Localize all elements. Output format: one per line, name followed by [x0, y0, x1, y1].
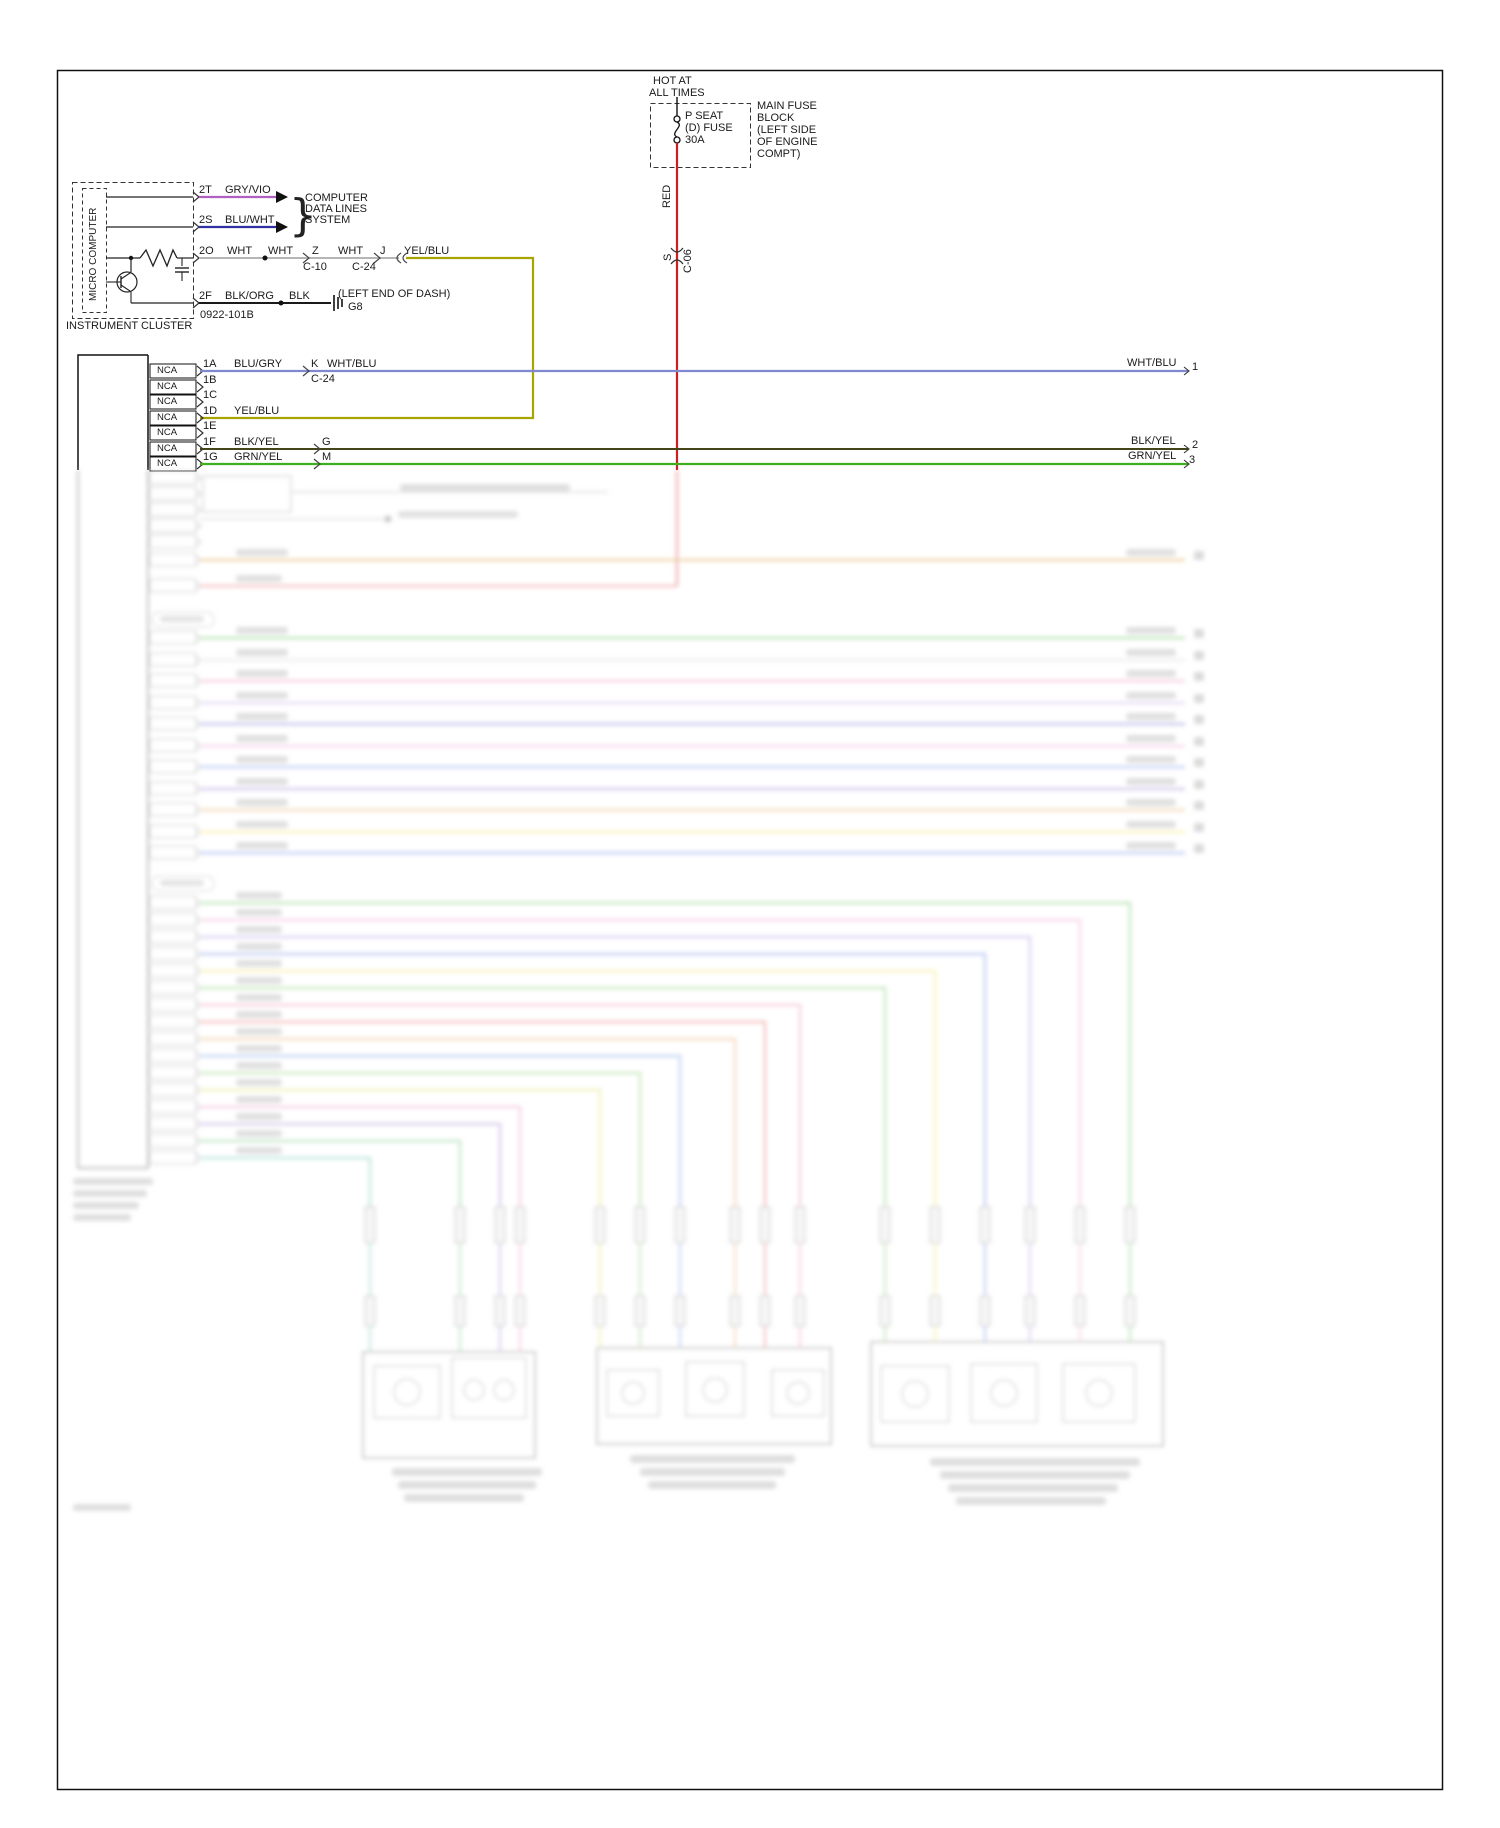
splice-dot	[262, 255, 268, 261]
pin-2f-label: 2F	[199, 290, 212, 302]
nca-label: NCA	[157, 365, 178, 376]
yel-blu-wire	[200, 256, 535, 420]
wire-2f-label: BLK/ORG	[225, 290, 274, 302]
connector-c06-label: C-06	[682, 249, 694, 273]
fuse-block-label-2: BLOCK	[757, 112, 795, 124]
conn-c10-label: C-10	[303, 261, 327, 273]
dest-label-2: DATA LINES	[305, 203, 367, 215]
pin-2s-label: 2S	[199, 214, 213, 226]
pin-2o-label: 2O	[199, 245, 214, 257]
pin-1g-label: 1G	[203, 451, 218, 463]
long-wires	[200, 365, 1190, 470]
pin-1c-label: 1C	[203, 389, 218, 401]
seg-wht2-label: WHT	[338, 245, 364, 257]
splice-m-label: M	[322, 451, 332, 463]
wire-2o-label: WHT	[227, 245, 253, 257]
wire-2t-label: GRY/VIO	[225, 184, 271, 196]
continuation-num-3: 3	[1189, 454, 1196, 466]
pin-2t-label: 2T	[199, 184, 212, 196]
wire-1g-label: GRN/YEL	[234, 451, 283, 463]
nca-label: NCA	[157, 427, 178, 438]
splice-k-ref-label: C-24	[311, 373, 335, 385]
dest-label-3: SYSTEM	[305, 214, 351, 226]
hot-at-label-1: HOT AT	[653, 75, 692, 87]
dest-label-1: COMPUTER	[305, 192, 368, 204]
pin-1a-label: 1A	[203, 358, 217, 370]
continuation-num-2: 2	[1192, 439, 1199, 451]
right-wire-label-1: WHT/BLU	[1127, 357, 1177, 369]
nca-label: NCA	[157, 412, 178, 423]
conn-j-label: J	[380, 245, 386, 257]
fuse-block-label-5: COMPT)	[757, 148, 801, 160]
diagram-border	[56, 69, 1444, 1791]
splice-k-wire-label: WHT/BLU	[327, 358, 377, 370]
ground-symbol	[333, 295, 343, 311]
arrow-right-icon	[276, 221, 288, 233]
seg-wht-label: WHT	[268, 245, 294, 257]
fuse-type-label: (D) FUSE	[685, 122, 733, 134]
brace-symbol: }	[289, 190, 317, 241]
wire-2s-label: BLU/WHT	[225, 214, 275, 226]
wire-1f-label: BLK/YEL	[234, 436, 279, 448]
fuse-name-label: P SEAT	[685, 110, 724, 122]
conn-c24-label: C-24	[352, 261, 376, 273]
pin-1b-label: 1B	[203, 374, 217, 386]
fuse-block-label-4: OF ENGINE	[757, 136, 818, 148]
continuation-num-1: 1	[1192, 361, 1199, 373]
nca-label: NCA	[157, 458, 178, 469]
red-feed-wire	[670, 143, 684, 470]
wire-1a-label: BLU/GRY	[234, 358, 283, 370]
hot-at-label-2: ALL TIMES	[649, 87, 705, 99]
arrow-right-icon	[276, 191, 288, 203]
right-wire-label-3: GRN/YEL	[1128, 450, 1177, 462]
pin-1e-label: 1E	[203, 420, 217, 432]
cluster-wires: }	[199, 190, 535, 420]
nca-label: NCA	[157, 381, 178, 392]
fuse-block-label-1: MAIN FUSE	[757, 100, 817, 112]
cluster-part-label: 0922-101B	[200, 309, 254, 321]
connector-box	[77, 354, 204, 472]
seg-blk-label: BLK	[289, 290, 310, 302]
fuse-rating-label: 30A	[685, 134, 705, 146]
right-wire-label-2: BLK/YEL	[1131, 435, 1176, 447]
resistor-symbol	[139, 248, 178, 268]
instrument-cluster-box	[72, 182, 200, 319]
splice-dot	[278, 300, 284, 306]
splice-g-label: G	[322, 436, 331, 448]
splice-s-label: S	[662, 253, 674, 261]
conn-z-label: Z	[312, 245, 319, 257]
splice-k-label: K	[311, 358, 319, 370]
nca-label: NCA	[157, 396, 178, 407]
ground-note-label: (LEFT END OF DASH)	[338, 288, 451, 300]
pin-1f-label: 1F	[203, 436, 216, 448]
ground-g8-label: G8	[348, 301, 363, 313]
wire-1d-label: YEL/BLU	[234, 405, 280, 417]
red-wire-label: RED	[661, 184, 673, 208]
fuse-block-label-3: (LEFT SIDE	[757, 124, 817, 136]
nca-label: NCA	[157, 443, 178, 454]
instrument-cluster-label: INSTRUMENT CLUSTER	[66, 320, 193, 332]
seg-yelblu-label: YEL/BLU	[404, 245, 450, 257]
micro-computer-label: MICRO COMPUTER	[88, 207, 99, 301]
pin-1d-label: 1D	[203, 405, 218, 417]
